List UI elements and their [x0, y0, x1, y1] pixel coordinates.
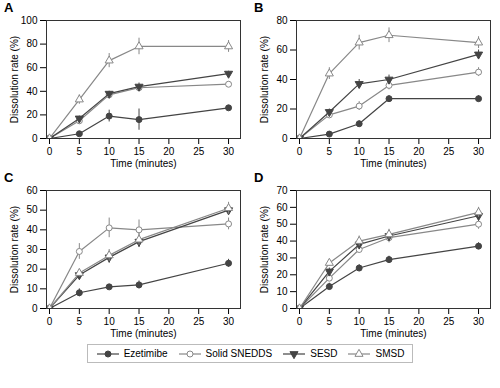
svg-text:10: 10: [26, 283, 38, 294]
svg-text:10: 10: [354, 146, 366, 157]
svg-text:10: 10: [354, 316, 366, 327]
svg-text:60: 60: [276, 202, 288, 213]
svg-text:30: 30: [223, 316, 235, 327]
svg-text:0: 0: [297, 316, 303, 327]
svg-text:20: 20: [26, 263, 38, 274]
svg-text:20: 20: [276, 269, 288, 280]
svg-text:5: 5: [77, 146, 83, 157]
svg-text:25: 25: [443, 146, 455, 157]
svg-text:50: 50: [26, 204, 38, 215]
svg-text:20: 20: [276, 103, 288, 114]
svg-text:100: 100: [21, 15, 38, 26]
svg-text:5: 5: [327, 316, 333, 327]
svg-text:Dissolution rate (%): Dissolution rate (%): [259, 36, 270, 123]
svg-text:40: 40: [26, 86, 38, 97]
html-text:SESD: SESD: [310, 348, 338, 359]
svg-text:0: 0: [282, 303, 288, 314]
svg-text:0: 0: [47, 146, 53, 157]
svg-text:40: 40: [26, 224, 38, 235]
html-text:A: A: [4, 0, 14, 15]
svg-text:10: 10: [104, 316, 116, 327]
svg-text:Time (minutes): Time (minutes): [110, 328, 176, 339]
svg-text:80: 80: [276, 15, 288, 26]
svg-text:70: 70: [276, 185, 288, 196]
svg-text:60: 60: [276, 44, 288, 55]
svg-text:0: 0: [32, 303, 38, 314]
svg-text:20: 20: [163, 146, 175, 157]
svg-text:15: 15: [133, 316, 145, 327]
svg-text:50: 50: [276, 218, 288, 229]
svg-text:10: 10: [104, 146, 116, 157]
svg-text:30: 30: [276, 252, 288, 263]
svg-text:30: 30: [26, 244, 38, 255]
svg-text:25: 25: [193, 316, 205, 327]
svg-text:15: 15: [383, 146, 395, 157]
html-text:Solid SNEDDS: Solid SNEDDS: [205, 348, 273, 359]
svg-text:10: 10: [276, 286, 288, 297]
svg-text:25: 25: [443, 316, 455, 327]
svg-text:0: 0: [282, 133, 288, 144]
html-text:D: D: [254, 170, 264, 185]
html-text:SMSD: SMSD: [375, 348, 405, 359]
svg-text:Time (minutes): Time (minutes): [110, 158, 176, 169]
svg-text:15: 15: [133, 146, 145, 157]
svg-text:20: 20: [163, 316, 175, 327]
html-text:C: C: [4, 170, 14, 185]
svg-text:0: 0: [47, 316, 53, 327]
svg-text:0: 0: [32, 133, 38, 144]
html-text:B: B: [254, 0, 264, 15]
svg-text:0: 0: [297, 146, 303, 157]
svg-text:5: 5: [327, 146, 333, 157]
svg-text:60: 60: [26, 62, 38, 73]
svg-text:Time (minutes): Time (minutes): [360, 158, 426, 169]
svg-text:30: 30: [473, 146, 485, 157]
svg-text:25: 25: [193, 146, 205, 157]
svg-text:15: 15: [383, 316, 395, 327]
svg-text:Dissolution rate (%): Dissolution rate (%): [259, 206, 270, 293]
svg-text:Time (minutes): Time (minutes): [360, 328, 426, 339]
svg-text:30: 30: [223, 146, 235, 157]
svg-text:40: 40: [276, 235, 288, 246]
svg-text:Dissolution rate (%): Dissolution rate (%): [9, 206, 20, 293]
svg-text:20: 20: [413, 146, 425, 157]
svg-text:80: 80: [26, 38, 38, 49]
svg-text:5: 5: [77, 316, 83, 327]
svg-text:20: 20: [413, 316, 425, 327]
svg-text:40: 40: [276, 74, 288, 85]
svg-text:30: 30: [473, 316, 485, 327]
svg-text:20: 20: [26, 109, 38, 120]
html-text:Ezetimibe: Ezetimibe: [123, 348, 168, 359]
svg-text:60: 60: [26, 185, 38, 196]
svg-text:Dissolution rate (%): Dissolution rate (%): [9, 36, 20, 123]
